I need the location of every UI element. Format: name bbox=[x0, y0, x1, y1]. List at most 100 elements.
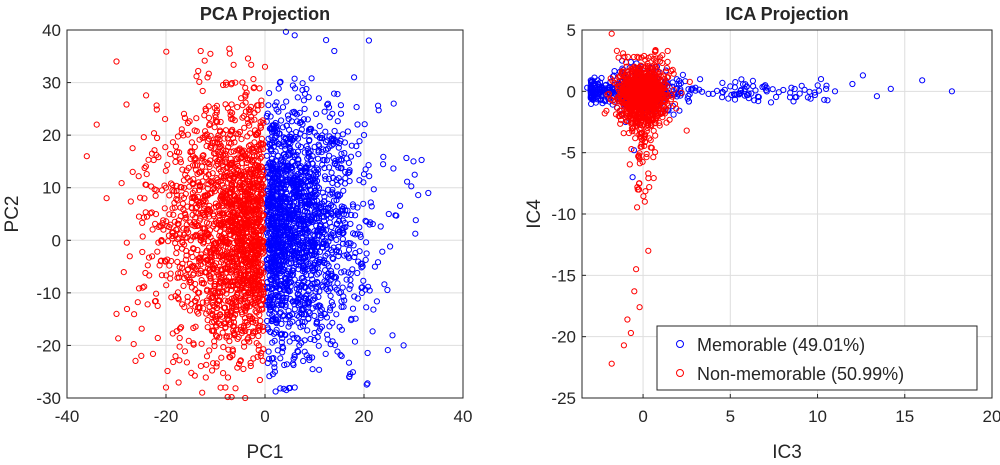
point-non-memorable bbox=[660, 73, 667, 80]
point-non-memorable bbox=[180, 206, 187, 213]
point-memorable bbox=[338, 353, 345, 360]
point-memorable bbox=[347, 153, 355, 160]
point-non-memorable bbox=[666, 116, 673, 123]
y-tick-label: 20 bbox=[42, 126, 61, 145]
point-memorable bbox=[335, 253, 342, 260]
point-memorable bbox=[363, 304, 370, 311]
point-memorable bbox=[390, 165, 397, 172]
point-memorable bbox=[300, 274, 307, 281]
point-memorable bbox=[341, 268, 348, 275]
point-memorable bbox=[705, 90, 712, 98]
point-memorable bbox=[735, 90, 742, 97]
point-memorable bbox=[365, 283, 372, 290]
point-non-memorable bbox=[195, 67, 202, 75]
point-memorable bbox=[318, 282, 325, 289]
point-memorable bbox=[305, 126, 313, 133]
point-memorable bbox=[296, 259, 303, 266]
point-memorable bbox=[311, 250, 318, 257]
point-memorable bbox=[321, 311, 328, 318]
point-memorable bbox=[287, 179, 294, 186]
point-memorable bbox=[276, 292, 283, 299]
point-non-memorable bbox=[218, 202, 226, 209]
point-non-memorable bbox=[143, 92, 150, 99]
point-non-memorable bbox=[211, 342, 218, 350]
point-non-memorable bbox=[150, 156, 157, 164]
point-non-memorable bbox=[641, 80, 648, 87]
point-memorable bbox=[270, 150, 277, 157]
point-non-memorable bbox=[251, 291, 258, 298]
point-memorable bbox=[302, 292, 309, 299]
x-tick-label: 40 bbox=[454, 407, 473, 426]
point-non-memorable bbox=[248, 166, 255, 173]
point-non-memorable bbox=[259, 172, 266, 179]
point-memorable bbox=[320, 239, 327, 246]
point-memorable bbox=[277, 78, 284, 85]
point-non-memorable bbox=[256, 223, 264, 230]
point-non-memorable bbox=[215, 156, 222, 163]
point-memorable bbox=[276, 130, 283, 137]
point-non-memorable bbox=[252, 270, 259, 277]
point-non-memorable bbox=[232, 79, 239, 86]
point-memorable bbox=[277, 160, 285, 167]
point-non-memorable bbox=[171, 204, 178, 211]
point-non-memorable bbox=[230, 319, 238, 326]
point-memorable bbox=[387, 243, 394, 250]
point-non-memorable bbox=[239, 172, 246, 179]
point-memorable bbox=[341, 150, 348, 157]
point-non-memorable bbox=[634, 101, 641, 108]
point-non-memorable bbox=[139, 248, 146, 256]
point-memorable bbox=[732, 79, 739, 86]
point-non-memorable bbox=[259, 146, 267, 153]
point-non-memorable bbox=[130, 341, 137, 348]
point-non-memorable bbox=[120, 269, 127, 276]
point-non-memorable bbox=[234, 104, 241, 111]
point-non-memorable bbox=[230, 228, 237, 235]
point-memorable bbox=[798, 82, 805, 89]
point-memorable bbox=[304, 116, 311, 123]
point-memorable bbox=[322, 267, 329, 274]
point-memorable bbox=[315, 149, 322, 156]
point-memorable bbox=[296, 164, 303, 171]
point-memorable bbox=[324, 145, 331, 152]
point-non-memorable bbox=[660, 85, 667, 92]
point-non-memorable bbox=[211, 104, 218, 112]
point-memorable bbox=[296, 216, 303, 223]
point-non-memorable bbox=[201, 225, 208, 232]
point-non-memorable bbox=[209, 170, 216, 177]
point-memorable bbox=[277, 264, 284, 271]
point-non-memorable bbox=[663, 68, 670, 75]
point-non-memorable bbox=[187, 219, 194, 226]
point-non-memorable bbox=[221, 194, 228, 202]
point-non-memorable bbox=[180, 110, 188, 118]
point-non-memorable bbox=[139, 233, 146, 240]
point-memorable bbox=[400, 342, 407, 349]
point-non-memorable bbox=[252, 308, 259, 315]
point-memorable bbox=[272, 237, 279, 244]
point-memorable bbox=[339, 240, 347, 247]
point-memorable bbox=[412, 230, 419, 237]
point-memorable bbox=[334, 138, 341, 146]
point-non-memorable bbox=[177, 159, 184, 166]
point-memorable bbox=[339, 131, 346, 138]
point-non-memorable bbox=[135, 213, 143, 220]
point-non-memorable bbox=[642, 56, 649, 63]
point-non-memorable bbox=[164, 238, 172, 245]
point-memorable bbox=[334, 118, 341, 125]
point-memorable bbox=[289, 360, 296, 367]
point-memorable bbox=[295, 208, 302, 216]
point-non-memorable bbox=[224, 311, 231, 318]
point-non-memorable bbox=[617, 120, 624, 127]
point-memorable bbox=[286, 320, 293, 327]
point-memorable bbox=[319, 189, 326, 196]
point-memorable bbox=[367, 199, 374, 206]
point-memorable bbox=[380, 161, 387, 168]
point-memorable bbox=[297, 130, 304, 137]
point-non-memorable bbox=[242, 278, 250, 285]
point-non-memorable bbox=[187, 279, 195, 286]
point-non-memorable bbox=[219, 329, 226, 336]
point-non-memorable bbox=[260, 176, 267, 183]
point-memorable bbox=[587, 89, 594, 96]
point-non-memorable bbox=[203, 353, 211, 360]
point-memorable bbox=[312, 265, 319, 272]
